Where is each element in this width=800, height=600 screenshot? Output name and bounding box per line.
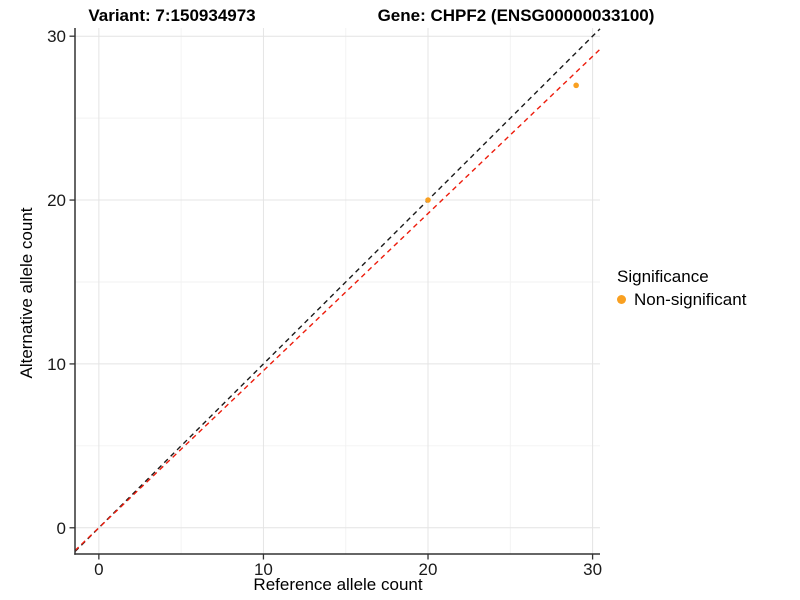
fitted-ratio-line [74, 48, 601, 552]
gene-title: Gene: CHPF2 (ENSG00000033100) [377, 6, 655, 25]
y-tick-label: 30 [47, 27, 66, 46]
x-tick-label: 20 [419, 560, 438, 579]
legend-point-icon [617, 295, 626, 304]
y-axis-label: Alternative allele count [17, 207, 36, 379]
x-tick-label: 30 [583, 560, 602, 579]
x-axis-label: Reference allele count [253, 575, 423, 594]
legend-item-non-significant: Non-significant [617, 289, 746, 310]
legend-item-label: Non-significant [634, 290, 747, 309]
y-tick-label: 0 [57, 519, 66, 538]
y-tick-label: 10 [47, 355, 66, 374]
identity-line [74, 28, 601, 553]
legend: Significance Non-significant [617, 266, 746, 310]
variant-title: Variant: 7:150934973 [88, 6, 256, 25]
y-tick-label: 20 [47, 191, 66, 210]
x-tick-label: 10 [254, 560, 273, 579]
data-point [425, 197, 431, 203]
legend-title: Significance [617, 267, 709, 286]
data-point [573, 82, 579, 89]
x-tick-label: 0 [94, 560, 103, 579]
